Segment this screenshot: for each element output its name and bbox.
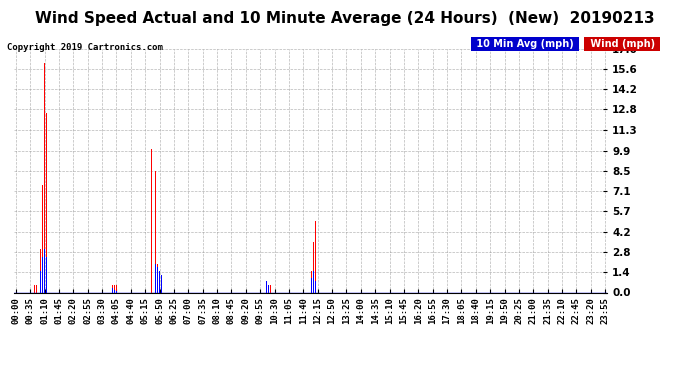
- Text: Wind Speed Actual and 10 Minute Average (24 Hours)  (New)  20190213: Wind Speed Actual and 10 Minute Average …: [35, 11, 655, 26]
- Text: Copyright 2019 Cartronics.com: Copyright 2019 Cartronics.com: [7, 43, 163, 52]
- Text: Wind (mph): Wind (mph): [586, 39, 658, 50]
- Text: 10 Min Avg (mph): 10 Min Avg (mph): [473, 39, 577, 50]
